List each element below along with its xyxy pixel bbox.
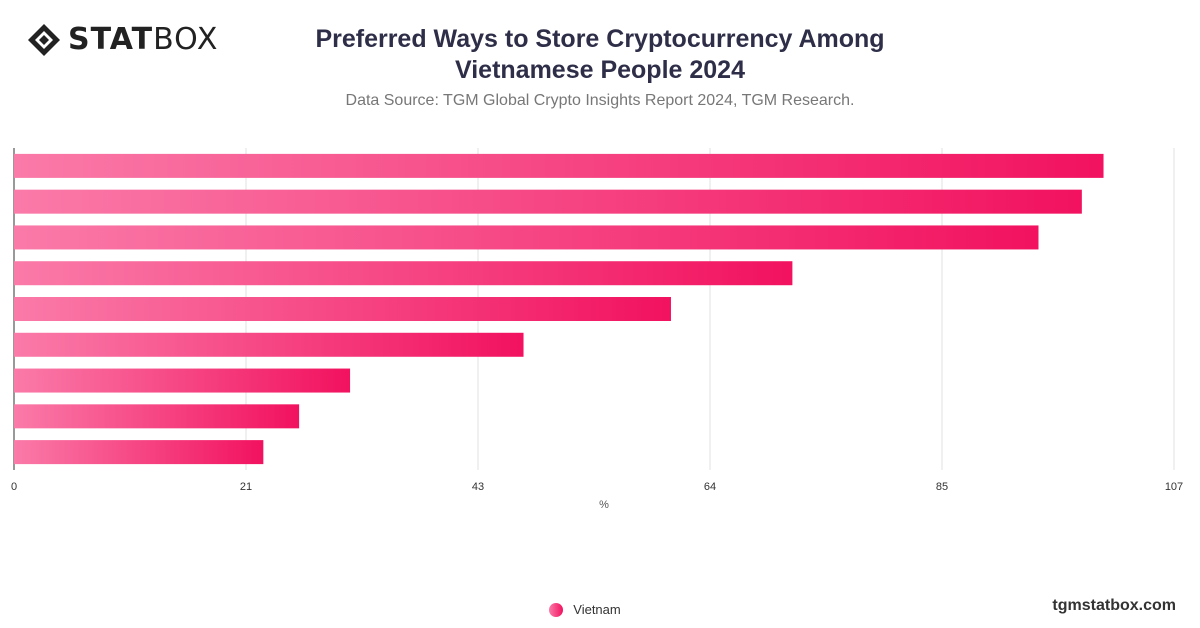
x-tick-label: 64 [704, 481, 716, 493]
bar[interactable] [14, 261, 793, 286]
chart-title: Preferred Ways to Store Cryptocurrency A… [250, 24, 950, 86]
footer-site[interactable]: tgmstatbox.com [1052, 597, 1176, 614]
bar[interactable] [14, 440, 264, 465]
x-tick-label: 21 [240, 481, 252, 493]
logo-text-bold: STAT [68, 22, 154, 57]
bar[interactable] [14, 225, 1039, 250]
bar[interactable] [14, 368, 351, 393]
bars [14, 153, 1104, 465]
x-tick-label: 43 [472, 481, 484, 493]
bar[interactable] [14, 297, 671, 321]
diamond-logo-icon [28, 24, 60, 56]
logo-text-light: BOX [153, 22, 219, 57]
x-tick-label: 85 [936, 481, 948, 493]
bar[interactable] [14, 189, 1082, 214]
legend[interactable]: Vietnam [0, 602, 1200, 617]
bar[interactable] [14, 332, 524, 357]
legend-swatch [549, 602, 564, 617]
chart-title-line-1: Preferred Ways to Store Cryptocurrency A… [315, 25, 885, 53]
logo-wordmark: STATBOX [68, 22, 218, 58]
x-axis-title: % [599, 499, 609, 511]
legend-label: Vietnam [573, 602, 621, 617]
bar[interactable] [14, 404, 300, 429]
statbox-logo: STATBOX [26, 22, 218, 58]
x-tick-label: 107 [1165, 481, 1183, 493]
chart-title-line-2: Vietnamese People 2024 [455, 56, 745, 84]
x-axis-ticks: 0 21 43 64 85 107 [11, 481, 1183, 493]
chart-subtitle: Data Source: TGM Global Crypto Insights … [345, 92, 855, 109]
bar-chart: 0 21 43 64 85 107 % [11, 148, 1183, 511]
bar[interactable] [14, 153, 1104, 178]
x-tick-label: 0 [11, 481, 17, 493]
